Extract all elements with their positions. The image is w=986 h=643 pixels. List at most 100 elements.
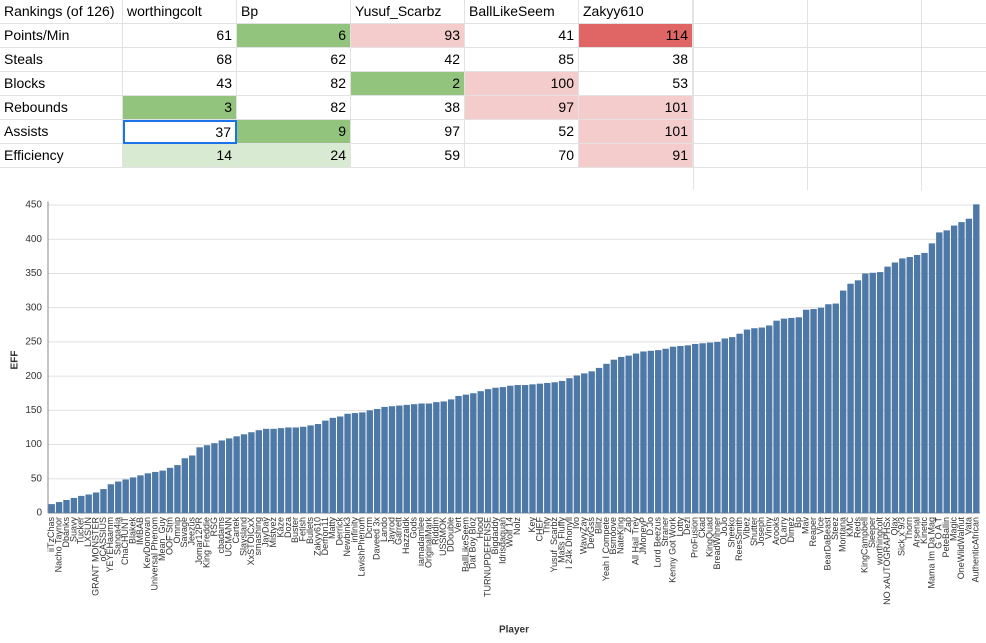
cell[interactable]: 97 <box>465 96 579 120</box>
cell[interactable]: 101 <box>579 96 693 120</box>
row-border <box>693 47 986 48</box>
cell[interactable]: 38 <box>579 48 693 72</box>
row-border <box>693 23 986 24</box>
bar <box>839 290 847 513</box>
chart: EFF Player 0 50 100 150 200 250 300 350 400 450 ii… <box>10 200 981 636</box>
x-tick-label: OneWildWalnut <box>956 517 966 580</box>
cell[interactable]: 68 <box>123 48 237 72</box>
cell[interactable]: 37 <box>123 120 237 144</box>
x-tick-label: Jayrod <box>386 517 396 544</box>
bar <box>189 455 196 513</box>
x-tick-label: Garrett <box>394 517 404 546</box>
x-tick-label: D.Jo <box>645 517 655 536</box>
bar <box>196 447 203 513</box>
x-tick-label: iiTzChas <box>46 517 56 553</box>
bar <box>359 412 366 513</box>
bar <box>950 225 958 514</box>
bar <box>736 333 743 513</box>
cell: Blocks <box>0 72 123 96</box>
x-tick-label: Vata <box>963 517 973 535</box>
bar <box>78 495 85 513</box>
y-tick-label: 50 <box>31 473 43 484</box>
bar <box>817 307 825 513</box>
bar <box>470 393 477 513</box>
cell[interactable]: 101 <box>579 120 693 144</box>
x-tick-label: XxSTOICxX <box>246 517 256 565</box>
bar <box>477 391 484 513</box>
cell[interactable]: 6 <box>237 24 351 48</box>
bar <box>825 304 832 513</box>
cell[interactable]: 70 <box>465 144 579 168</box>
x-tick-label: Dezi <box>682 517 692 535</box>
cell[interactable]: 61 <box>123 24 237 48</box>
x-tick-label: Dbanks <box>61 517 71 548</box>
bar <box>758 327 765 513</box>
x-tick-label: Derrick <box>335 517 345 546</box>
x-tick-label: PeteBallin <box>941 517 951 558</box>
bar <box>832 303 839 513</box>
bar <box>499 387 507 513</box>
cell[interactable]: 38 <box>351 96 465 120</box>
cell[interactable]: 114 <box>579 24 693 48</box>
cell[interactable]: 43 <box>123 72 237 96</box>
x-tick-label: Nolz <box>512 517 522 536</box>
cell[interactable]: 3 <box>123 96 237 120</box>
bar <box>440 401 447 513</box>
bar <box>418 403 425 513</box>
bar <box>662 348 669 513</box>
x-tick-label: Dimez <box>786 517 796 543</box>
bar <box>203 445 211 513</box>
cell[interactable]: 85 <box>465 48 579 72</box>
cell[interactable]: 97 <box>351 120 465 144</box>
x-tick-label: Savage <box>179 517 189 548</box>
x-tick-label: Dcrm <box>364 517 374 539</box>
x-tick-label: Vinny <box>764 517 774 540</box>
cell[interactable]: 2 <box>351 72 465 96</box>
cell[interactable]: 41 <box>465 24 579 48</box>
x-tick-label: Omnip <box>172 517 182 544</box>
x-tick-label: Mama Im Da Mag <box>926 517 936 589</box>
bar <box>692 343 699 513</box>
bar <box>669 346 677 513</box>
bar <box>558 380 566 513</box>
cell[interactable]: 14 <box>123 144 237 168</box>
x-tick-label: OriginalMark <box>423 517 433 569</box>
x-tick-label: oCASSIUS <box>98 517 108 562</box>
cell: Assists <box>0 120 123 144</box>
bar <box>270 428 277 513</box>
cell[interactable]: 9 <box>237 120 351 144</box>
cell[interactable]: 93 <box>351 24 465 48</box>
bar <box>699 343 706 513</box>
cell[interactable]: 52 <box>465 120 579 144</box>
x-tick-label: Joseph <box>756 517 766 546</box>
bar <box>152 471 159 513</box>
x-tick-label: iamadamlee <box>416 517 426 566</box>
bar <box>618 356 625 513</box>
bar <box>181 458 189 513</box>
bar <box>566 378 573 513</box>
bar <box>706 342 714 513</box>
x-tick-label: infinity <box>349 517 359 543</box>
y-tick-label: 350 <box>25 268 42 279</box>
bar <box>263 428 270 513</box>
cell: Steals <box>0 48 123 72</box>
x-tick-label: Blitz <box>593 517 603 535</box>
x-tick-label: Fetish <box>298 517 308 542</box>
cell[interactable]: 100 <box>465 72 579 96</box>
cell[interactable]: 24 <box>237 144 351 168</box>
cell[interactable]: 82 <box>237 72 351 96</box>
cell[interactable]: 59 <box>351 144 465 168</box>
x-tick-label: Riddim <box>431 517 441 545</box>
x-tick-label: Mean_Guy <box>157 517 167 562</box>
cell[interactable]: 42 <box>351 48 465 72</box>
row-border <box>693 143 986 144</box>
cell[interactable]: 91 <box>579 144 693 168</box>
cell[interactable]: 53 <box>579 72 693 96</box>
cell[interactable]: 82 <box>237 96 351 120</box>
cell[interactable]: 62 <box>237 48 351 72</box>
bar <box>965 218 973 513</box>
x-tick-label: IMBAB <box>135 517 145 545</box>
row-border <box>693 119 986 120</box>
bar <box>314 424 322 513</box>
bar <box>625 355 632 513</box>
